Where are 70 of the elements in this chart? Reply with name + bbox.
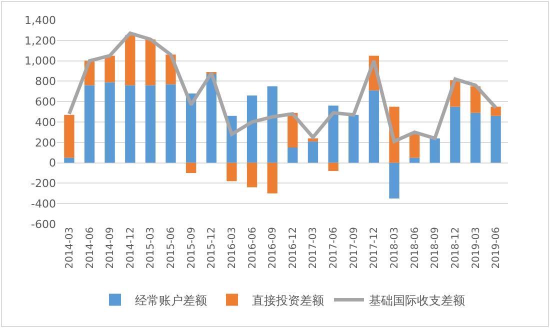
- y-tick-label: 600: [35, 95, 56, 108]
- line-series: [67, 32, 498, 144]
- bar: [104, 56, 115, 82]
- x-tick-label: 2016-09: [268, 227, 279, 269]
- bar: [64, 158, 74, 163]
- bar: [84, 85, 95, 163]
- y-tick-label: 1,400: [24, 14, 56, 27]
- bar: [328, 106, 338, 163]
- bar: [348, 114, 359, 163]
- bar: [125, 85, 136, 163]
- bar: [409, 133, 420, 158]
- bar: [226, 162, 237, 182]
- x-tick-label: 2015-09: [186, 227, 198, 269]
- x-tick-label: 2016-06: [247, 227, 258, 269]
- x-tick-label: 2018-03: [389, 227, 400, 269]
- y-tick-label: -400: [31, 197, 56, 210]
- y-tick-label: 800: [35, 75, 56, 88]
- bar: [64, 114, 74, 158]
- x-tick-label: 2019-03: [470, 227, 482, 269]
- bar: [470, 86, 481, 113]
- bar: [409, 158, 420, 163]
- bar: [308, 141, 318, 163]
- x-tick-label: 2016-03: [226, 227, 238, 269]
- x-tick-label: 2015-12: [206, 227, 218, 269]
- x-tick-label: 2017-09: [348, 227, 360, 269]
- legend-label: 直接投资差额: [252, 293, 324, 308]
- x-tick-label: 2014-06: [84, 227, 96, 269]
- x-tick-label: 2014-09: [105, 227, 116, 269]
- bar: [328, 162, 338, 171]
- y-tick-label: 200: [35, 136, 56, 150]
- bar: [389, 162, 400, 198]
- x-tick-label: 2016-12: [288, 227, 299, 269]
- y-tick-label: -200: [31, 177, 56, 190]
- bar: [288, 148, 298, 163]
- y-tick-label: -600: [31, 218, 56, 231]
- x-tick-label: 2014-03: [64, 227, 76, 269]
- bar: [368, 90, 379, 163]
- x-tick-label: 2015-06: [166, 227, 178, 269]
- x-tick-label: 2017-03: [308, 227, 320, 269]
- bar: [430, 138, 440, 163]
- bar: [104, 82, 115, 163]
- x-tick-label: 2018-09: [430, 227, 442, 269]
- x-tick-label: 2014-12: [125, 227, 136, 269]
- bar: [166, 84, 176, 163]
- x-tick-label: 2019-06: [491, 227, 502, 269]
- legend-label: 经常账户差额: [135, 293, 207, 308]
- bar: [490, 116, 501, 163]
- x-tick-label: 2018-06: [410, 227, 421, 269]
- bar: [246, 95, 258, 163]
- x-tick-label: 2017-12: [369, 227, 380, 269]
- bar: [206, 74, 216, 163]
- bar: [267, 162, 278, 194]
- bar: [186, 162, 196, 173]
- bar: [267, 86, 278, 163]
- bar: [246, 162, 258, 188]
- x-tick-label: 2015-03: [146, 227, 157, 269]
- y-tick-label: 1,200: [24, 34, 56, 48]
- x-tick-label: 2017-06: [328, 227, 340, 269]
- bar: [145, 39, 156, 86]
- bar: [125, 35, 136, 86]
- y-tick-label: 0: [49, 156, 56, 170]
- bar: [450, 106, 460, 163]
- y-tick-label: 400: [35, 116, 56, 129]
- bar: [470, 112, 481, 163]
- bar: [145, 85, 156, 163]
- x-tick-label: 2018-12: [450, 227, 462, 269]
- bar: [490, 106, 501, 116]
- bar: [308, 138, 318, 142]
- y-tick-label: 1,000: [24, 54, 56, 68]
- legend-label: 基础国际收支差额: [369, 293, 465, 308]
